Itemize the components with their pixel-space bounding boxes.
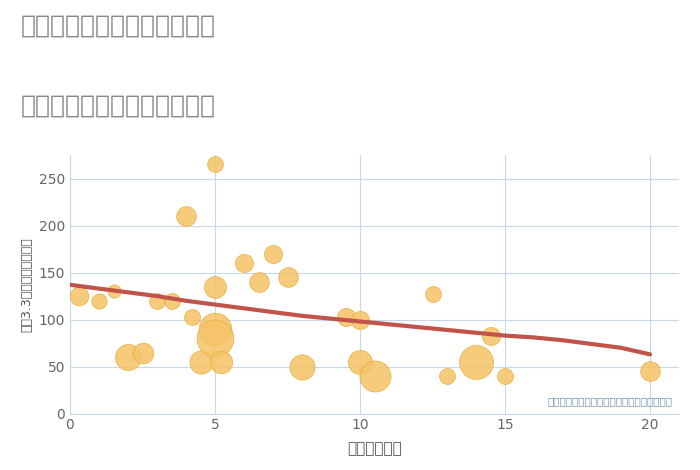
Point [108,288,119,295]
Y-axis label: 坪（3.3㎡）単価（万円）: 坪（3.3㎡）単価（万円） [20,237,33,332]
Point [151,297,162,305]
Point [166,297,177,305]
Point [253,278,264,286]
Point [485,332,496,339]
Point [209,335,220,342]
Text: 円の大きさは、取引のあった物件面積を示す: 円の大きさは、取引のあった物件面積を示す [548,396,673,406]
Point [93,297,104,305]
Point [267,250,279,258]
Point [209,325,220,333]
Point [296,363,307,370]
Point [470,358,482,366]
Point [354,358,365,366]
Point [427,290,438,298]
Point [209,161,220,168]
Point [499,372,510,380]
X-axis label: 駅距離（分）: 駅距離（分） [347,441,402,456]
Point [73,292,84,300]
Point [340,313,351,321]
Point [181,212,192,220]
Point [195,358,206,366]
Point [645,368,656,375]
Point [354,316,365,323]
Point [122,353,134,361]
Point [369,372,380,380]
Point [186,313,197,321]
Point [209,283,220,290]
Point [137,349,148,356]
Point [282,274,293,281]
Point [215,358,226,366]
Text: 兵庫県豊岡市日高町観音寺の: 兵庫県豊岡市日高町観音寺の [21,14,216,38]
Point [239,259,250,267]
Text: 駅距離別中古マンション価格: 駅距離別中古マンション価格 [21,94,216,118]
Point [442,372,453,380]
